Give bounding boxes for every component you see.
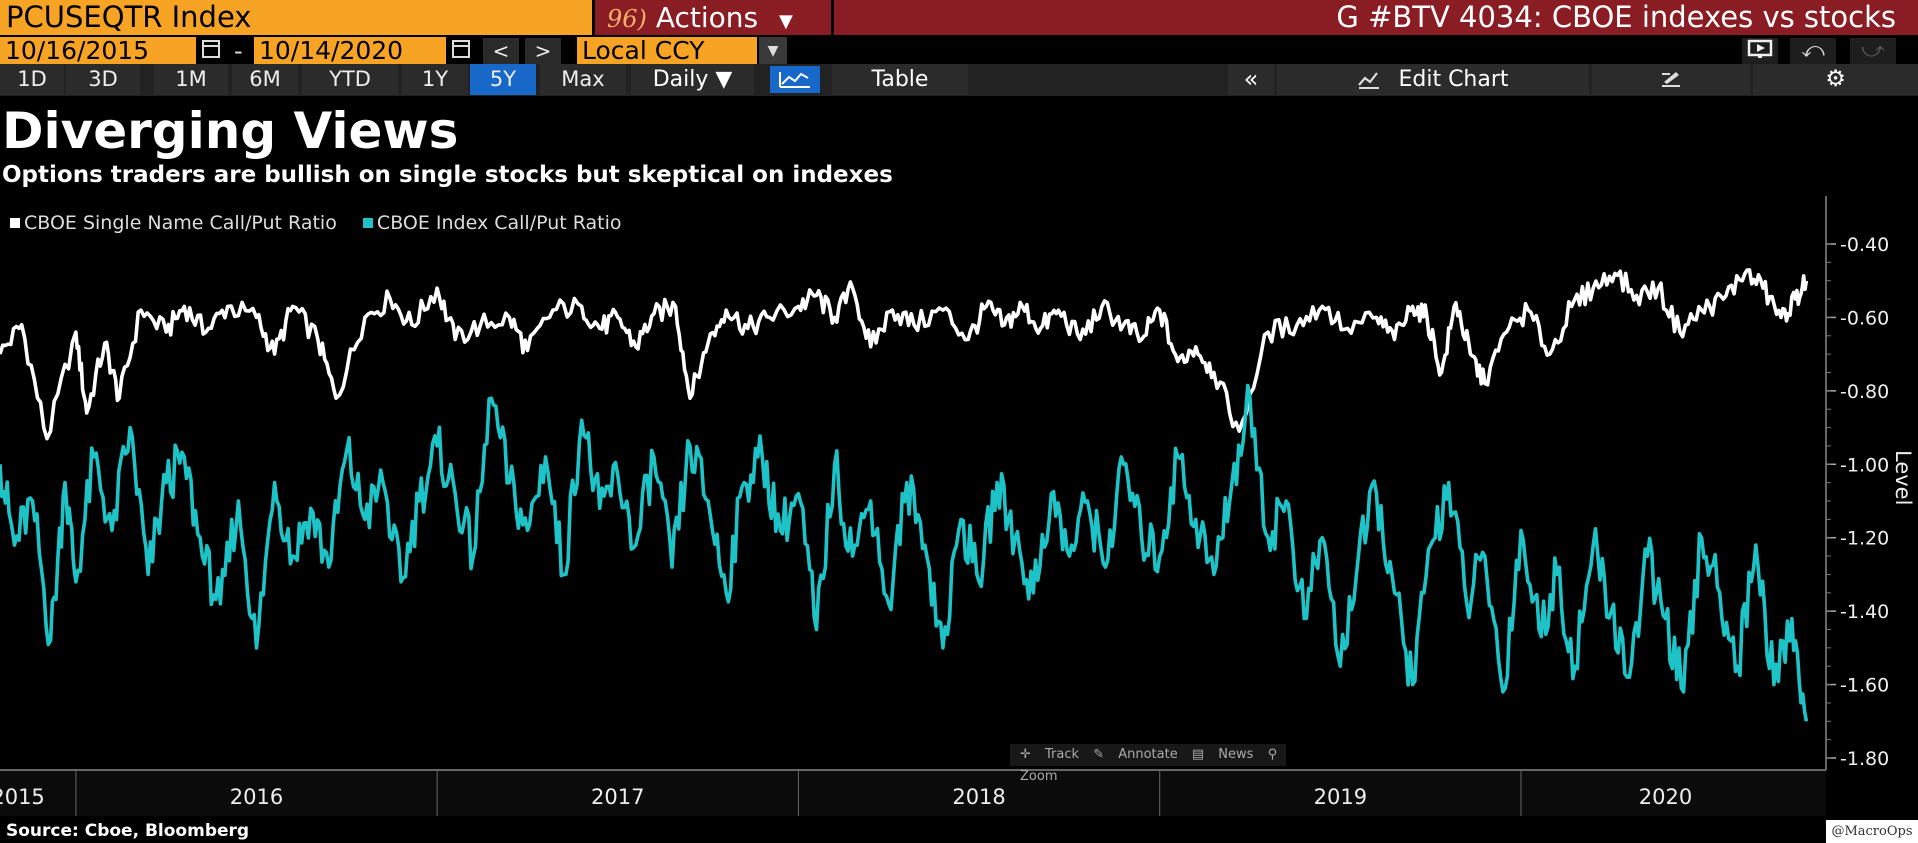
chart-tools-bar: ✛ Track ✎ Annotate ▤ News ⚲ Zoom	[1010, 744, 1286, 784]
news-tool[interactable]: ▤ News	[1191, 747, 1254, 762]
x-tick-label: 2019	[1314, 785, 1367, 809]
zoom-tool[interactable]: ⚲ Zoom	[1020, 747, 1278, 784]
x-tick-label: 2018	[952, 785, 1005, 809]
line-chart-icon[interactable]	[770, 66, 820, 93]
undo-icon[interactable]: ⤺	[1790, 38, 1836, 64]
caret-down-icon: ▼	[779, 11, 793, 32]
track-tool[interactable]: ✛ Track	[1020, 747, 1080, 762]
edit-chart-button[interactable]: Edit Chart	[1277, 64, 1589, 95]
range-button-1y[interactable]: 1Y	[402, 64, 468, 95]
gear-icon[interactable]: ⚙	[1753, 64, 1918, 95]
redo-icon[interactable]: ⤻	[1850, 38, 1896, 64]
x-tick-label: 2015	[0, 785, 45, 809]
source-note: Source: Cboe, Bloomberg	[6, 821, 250, 841]
x-axis-band	[0, 770, 1826, 816]
prev-period-button[interactable]: <	[483, 38, 519, 64]
legend-swatch-index	[362, 218, 373, 228]
page-subtitle: Options traders are bullish on single st…	[2, 162, 893, 188]
presentation-icon[interactable]	[1742, 38, 1778, 64]
table-button[interactable]: Table	[832, 64, 968, 95]
line-chart[interactable]: -0.40 -0.60 -0.80 -1.00 -1.20 -1.40 -1.60 -1.80…	[0, 196, 1918, 818]
x-tick-label: 2016	[230, 785, 283, 809]
y-axis-label: Level	[1891, 450, 1915, 505]
legend-label-index: CBOE Index Call/Put Ratio	[376, 212, 622, 234]
collapse-icon[interactable]: «	[1228, 64, 1274, 95]
calendar-icon[interactable]	[452, 40, 470, 58]
next-period-button[interactable]: >	[525, 38, 561, 64]
range-button-max[interactable]: Max	[540, 64, 626, 95]
x-tick-label: 2020	[1639, 785, 1692, 809]
date-separator: -	[234, 37, 243, 65]
series-line-index	[0, 383, 1809, 722]
ticker-input[interactable]: PCUSEQTR Index	[0, 0, 592, 35]
chevron-down-icon[interactable]: ▼	[759, 37, 787, 65]
actions-number: 96)	[607, 5, 647, 33]
legend-label-single: CBOE Single Name Call/Put Ratio	[24, 212, 337, 234]
edit-chart-label: Edit Chart	[1398, 67, 1509, 92]
end-date-field[interactable]: 10/14/2020	[254, 37, 446, 65]
page-title: Diverging Views	[2, 102, 459, 160]
y-tick-label: -1.80	[1840, 748, 1889, 770]
y-tick-label: -0.40	[1840, 234, 1889, 256]
y-tick-label: -0.60	[1840, 307, 1889, 329]
range-button-3d[interactable]: 3D	[66, 64, 140, 95]
chart-title-bar: G #BTV 4034: CBOE indexes vs stocks	[834, 0, 1918, 35]
chart-legend: CBOE Single Name Call/Put Ratio CBOE Ind…	[10, 210, 622, 236]
calendar-icon[interactable]	[202, 40, 220, 58]
actions-menu-button[interactable]: 96) Actions ▼	[595, 0, 831, 35]
y-tick-label: -1.60	[1840, 675, 1889, 697]
actions-label: Actions	[655, 1, 759, 34]
edit-chart-icon	[1357, 67, 1398, 92]
start-date-field[interactable]: 10/16/2015	[0, 37, 196, 65]
y-tick-label: -1.40	[1840, 601, 1889, 623]
frequency-select[interactable]: Daily ▼	[631, 64, 754, 95]
range-button-6m[interactable]: 6M	[232, 64, 298, 95]
currency-select[interactable]: Local CCY	[577, 37, 757, 65]
y-tick-label: -0.80	[1840, 381, 1889, 403]
annotate-tool[interactable]: ✎ Annotate	[1093, 747, 1178, 762]
range-button-5y[interactable]: 5Y	[470, 64, 536, 95]
range-button-1d[interactable]: 1D	[0, 64, 64, 95]
x-tick-label: 2017	[591, 785, 644, 809]
y-tick-label: -1.00	[1840, 454, 1889, 476]
range-button-ytd[interactable]: YTD	[302, 64, 398, 95]
y-tick-label: -1.20	[1840, 528, 1889, 550]
legend-swatch-single	[10, 218, 20, 228]
series-line-single	[0, 268, 1809, 441]
pen-icon[interactable]	[1592, 64, 1750, 95]
watermark: @MacroOps	[1826, 820, 1918, 843]
range-button-1m[interactable]: 1M	[154, 64, 228, 95]
